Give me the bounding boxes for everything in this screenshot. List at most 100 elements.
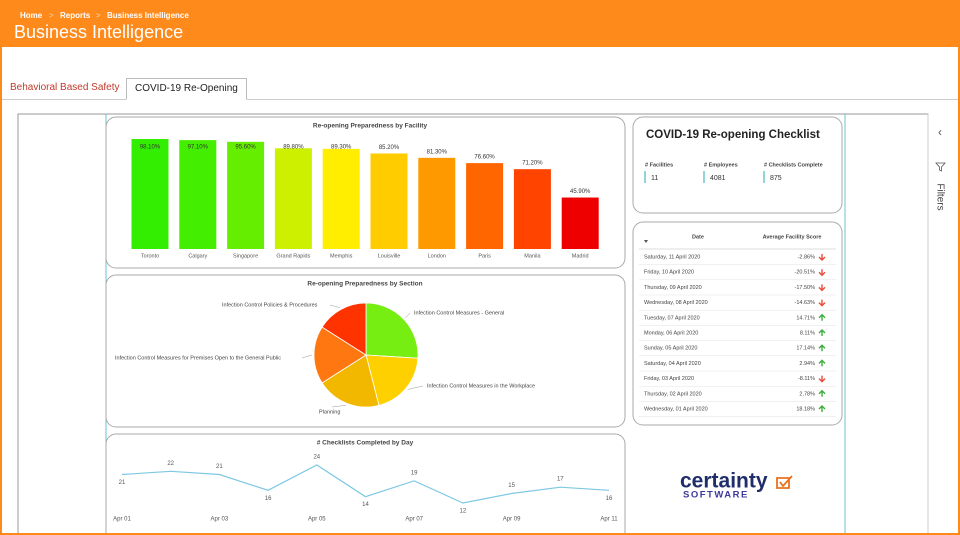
arrow-up [818, 359, 826, 367]
arrow-up [818, 389, 826, 397]
value-label: 21 [216, 464, 223, 470]
value-label: 19 [411, 470, 418, 476]
table-cell: Saturday, 04 April 2020 [644, 361, 701, 367]
panel [632, 221, 843, 426]
table-cell: 2.78% [799, 391, 815, 397]
card-title: COVID-19 Re-opening Checklist [646, 129, 820, 141]
value-label: 85.20% [379, 145, 400, 151]
bar [179, 140, 217, 249]
bar [131, 139, 169, 249]
table-cell: 2.94% [799, 361, 815, 367]
tab-active[interactable]: COVID-19 Re-Opening [126, 78, 247, 100]
table-cell: Friday, 03 April 2020 [644, 376, 694, 382]
arrow-down [818, 299, 826, 307]
pie-slice [365, 302, 419, 359]
leader-line [329, 304, 341, 308]
x-tick-label: Manila [524, 253, 541, 259]
value-label: 81.30% [427, 149, 448, 155]
value-label: 89.30% [331, 145, 352, 151]
breadcrumb[interactable]: Business Intelligence [107, 11, 189, 20]
table-cell: Sunday, 05 April 2020 [644, 346, 697, 352]
table-header: Average Facility Score [763, 234, 822, 240]
arrow-down [818, 269, 826, 277]
logo-name: certainty [680, 470, 768, 493]
table-cell: Wednesday, 08 April 2020 [644, 300, 708, 306]
table-cell: -14.63% [795, 300, 816, 306]
logo-sub: SOFTWARE [683, 490, 749, 501]
bar [274, 148, 312, 249]
pie-slice [365, 354, 419, 406]
arrow-down [818, 284, 826, 292]
kpi-value: 875 [770, 175, 782, 182]
arrow-down [818, 375, 826, 383]
x-tick-label: Apr 05 [308, 517, 326, 523]
table-cell: Monday, 06 April 2020 [644, 330, 698, 336]
page-title: Business Intelligence [14, 22, 184, 42]
pie-slice [321, 354, 380, 408]
value-label: 89.80% [283, 145, 304, 151]
slice-label: Infection Control Measures for Premises … [115, 355, 281, 361]
table-cell: Thursday, 09 April 2020 [644, 285, 702, 291]
arrow-up [818, 405, 826, 412]
slice-label: Infection Control Measures in the Workpl… [427, 383, 535, 389]
table-cell: Saturday, 11 April 2020 [644, 254, 700, 260]
table-cell: Thursday, 02 April 2020 [644, 391, 702, 397]
x-tick-label: Madrid [572, 253, 589, 259]
kpi-value: 11 [651, 175, 658, 182]
table-cell: 18.18% [796, 406, 815, 412]
line [121, 464, 610, 504]
arrow-up [818, 344, 826, 352]
x-tick-label: Louisville [378, 253, 401, 259]
arrow-up [818, 329, 826, 336]
bar [322, 148, 360, 249]
arrow-up [818, 313, 826, 321]
panel [105, 433, 626, 533]
table-cell: 14.71% [796, 315, 815, 321]
x-tick-label: Paris [478, 253, 491, 259]
kpi-label: # Checklists Complete [764, 162, 823, 168]
bar [561, 197, 599, 249]
kpi-label: # Facilities [645, 162, 673, 168]
chart-title: # Checklists Completed by Day [317, 440, 414, 447]
x-tick-label: Apr 01 [113, 517, 131, 523]
kpi-label: # Employees [704, 162, 738, 168]
leader-line [407, 385, 424, 390]
x-tick-label: Calgary [188, 253, 207, 259]
x-tick-label: Apr 03 [211, 517, 229, 523]
value-label: 16 [606, 496, 613, 502]
breadcrumb-sep: > [49, 11, 54, 20]
table-cell: -2.86% [798, 254, 816, 260]
bar [227, 141, 265, 249]
value-label: 76.60% [474, 155, 495, 161]
breadcrumb[interactable]: Reports [60, 11, 91, 20]
value-label: 24 [313, 455, 320, 461]
breadcrumb[interactable]: Home [20, 11, 43, 20]
bar [466, 163, 504, 249]
pie-slice [313, 326, 367, 384]
tab[interactable]: Behavioral Based Safety [10, 82, 120, 93]
value-label: 97.10% [188, 145, 209, 151]
value-label: 71.20% [522, 161, 543, 167]
value-label: 45.90% [570, 189, 591, 195]
collapse-button[interactable]: ‹ [938, 125, 942, 139]
filter-icon[interactable] [935, 162, 946, 172]
chart-title: Re-opening Preparedness by Section [307, 281, 422, 288]
table-cell: Friday, 10 April 2020 [644, 270, 694, 276]
value-label: 98.10% [140, 145, 161, 151]
table-cell: -20.51% [795, 270, 816, 276]
slice-label: Infection Control Measures - General [414, 310, 504, 316]
bar [370, 153, 408, 249]
value-label: 21 [119, 480, 126, 486]
leader-line [301, 354, 313, 359]
x-tick-label: Memphis [330, 253, 353, 259]
table-header: Date [692, 234, 704, 240]
value-label: 15 [508, 483, 515, 489]
pie-slice [321, 302, 367, 356]
x-tick-label: Singapore [233, 253, 258, 259]
panel [632, 116, 843, 214]
x-tick-label: Apr 09 [503, 517, 521, 523]
sidebar-label[interactable]: Filters [934, 183, 945, 210]
slice-label: Planning [319, 409, 340, 415]
